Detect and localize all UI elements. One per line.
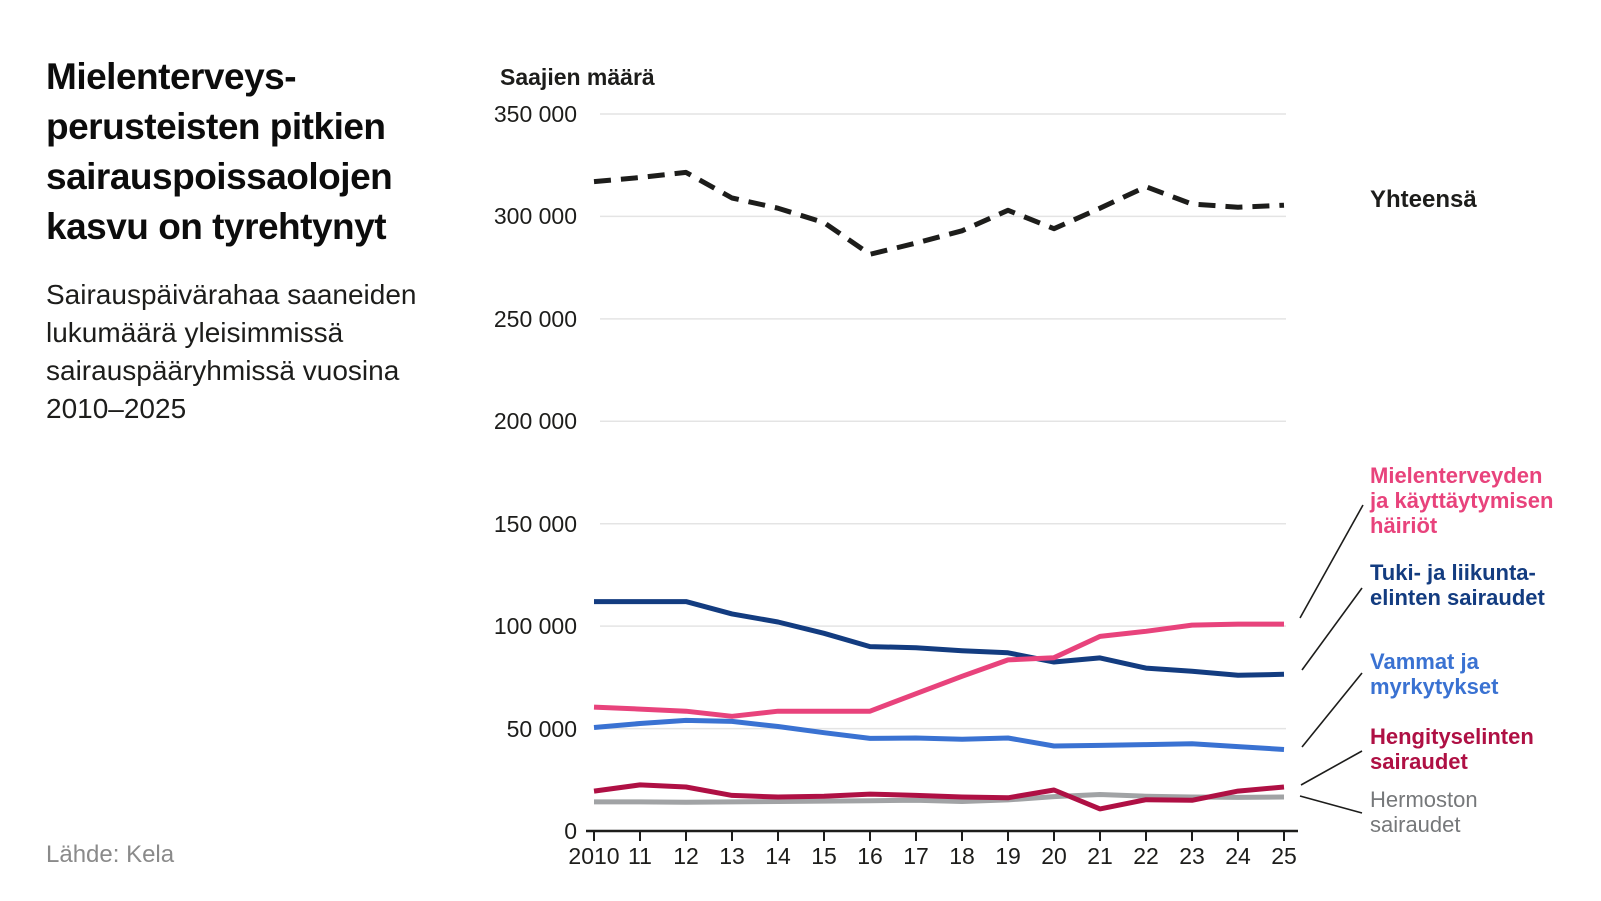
- legend-connector: [1299, 504, 1364, 619]
- x-tick-label: 22: [1133, 843, 1159, 869]
- chart-subtitle: Sairauspäivärahaa saaneiden lukumäärä yl…: [46, 276, 476, 428]
- x-tick-label: 14: [765, 843, 791, 869]
- legend-label-musculoskeletal: Tuki- ja liikunta- elinten sairaudet: [1370, 560, 1545, 610]
- series-line-1: [593, 621, 1284, 719]
- legend-line: häiriöt: [1370, 513, 1438, 538]
- x-tick-label: 13: [719, 843, 745, 869]
- x-tick-label: 2010: [568, 843, 620, 869]
- x-tick-label: 17: [903, 843, 929, 869]
- y-tick-label: 150 000: [493, 510, 577, 537]
- legend-label-total: Yhteensä: [1370, 187, 1477, 212]
- x-tick-label: 11: [628, 843, 652, 869]
- legend-connector: [1300, 750, 1363, 786]
- legend-line: ja käyttäytymisen: [1370, 488, 1554, 513]
- y-tick-label: 200 000: [493, 408, 577, 435]
- y-axis-title: Saajien määrä: [500, 64, 655, 90]
- x-tick-label: 16: [857, 843, 883, 869]
- legend-line: sairaudet: [1370, 749, 1468, 774]
- legend-line: Vammat ja: [1370, 649, 1479, 674]
- legend-line: myrkytykset: [1370, 674, 1499, 699]
- subtitle-line: sairauspääryhmissä vuosina: [46, 355, 400, 386]
- y-tick-label: 300 000: [493, 203, 577, 230]
- x-tick-label: 12: [673, 843, 699, 869]
- legend-label-respiratory: Hengityselinten sairaudet: [1370, 724, 1534, 774]
- x-tick-label: 23: [1179, 843, 1205, 869]
- legend-connector: [1301, 672, 1363, 748]
- title-line: sairauspoissaolojen: [46, 156, 393, 197]
- subtitle-line: 2010–2025: [46, 393, 187, 424]
- legend-line: Hermoston: [1370, 787, 1478, 812]
- y-tick-label: 100 000: [493, 613, 577, 640]
- legend-label-injuries: Vammat ja myrkytykset: [1370, 649, 1498, 699]
- legend-line: Mielenterveyden: [1370, 463, 1543, 488]
- x-tick-label: 15: [811, 843, 837, 869]
- series-line-2: [594, 599, 1285, 678]
- legend-line: sairaudet: [1370, 812, 1461, 837]
- x-tick-label: 25: [1271, 843, 1297, 869]
- y-tick-label: 350 000: [493, 101, 577, 127]
- x-tick-label: 19: [995, 843, 1021, 869]
- series-line-3: [593, 717, 1285, 752]
- page-title: Mielenterveys- perusteisten pitkien sair…: [46, 52, 476, 252]
- legend-connector: [1301, 587, 1363, 671]
- y-tick-label: 250 000: [493, 305, 577, 332]
- x-tick-label: 21: [1087, 843, 1113, 869]
- x-tick-label: 20: [1041, 843, 1067, 869]
- x-tick-label: 18: [949, 843, 975, 869]
- series-line-0: [593, 169, 1285, 257]
- legend-line: Yhteensä: [1370, 186, 1477, 213]
- series-line-5: [594, 792, 1285, 805]
- legend-label-mental-health: Mielenterveyden ja käyttäytymisen häiriö…: [1370, 463, 1553, 538]
- x-tick-label: 24: [1225, 843, 1251, 869]
- y-tick-label: 0: [564, 818, 577, 844]
- subtitle-line: Sairauspäivärahaa saaneiden: [46, 279, 417, 310]
- legend-label-nervous-system: Hermoston sairaudet: [1370, 787, 1478, 837]
- y-tick-label: 50 000: [506, 715, 577, 742]
- source-credit: Lähde: Kela: [46, 841, 175, 868]
- legend-connector: [1299, 795, 1363, 814]
- legend-line: Hengityselinten: [1370, 724, 1534, 749]
- title-line: Mielenterveys-: [46, 56, 297, 97]
- title-line: perusteisten pitkien: [46, 106, 386, 147]
- series-line-4: [593, 782, 1285, 812]
- legend-line: Tuki- ja liikunta-: [1370, 560, 1536, 585]
- title-line: kasvu on tyrehtynyt: [46, 206, 387, 247]
- subtitle-line: lukumäärä yleisimmissä: [46, 317, 344, 348]
- legend-line: elinten sairaudet: [1370, 585, 1545, 610]
